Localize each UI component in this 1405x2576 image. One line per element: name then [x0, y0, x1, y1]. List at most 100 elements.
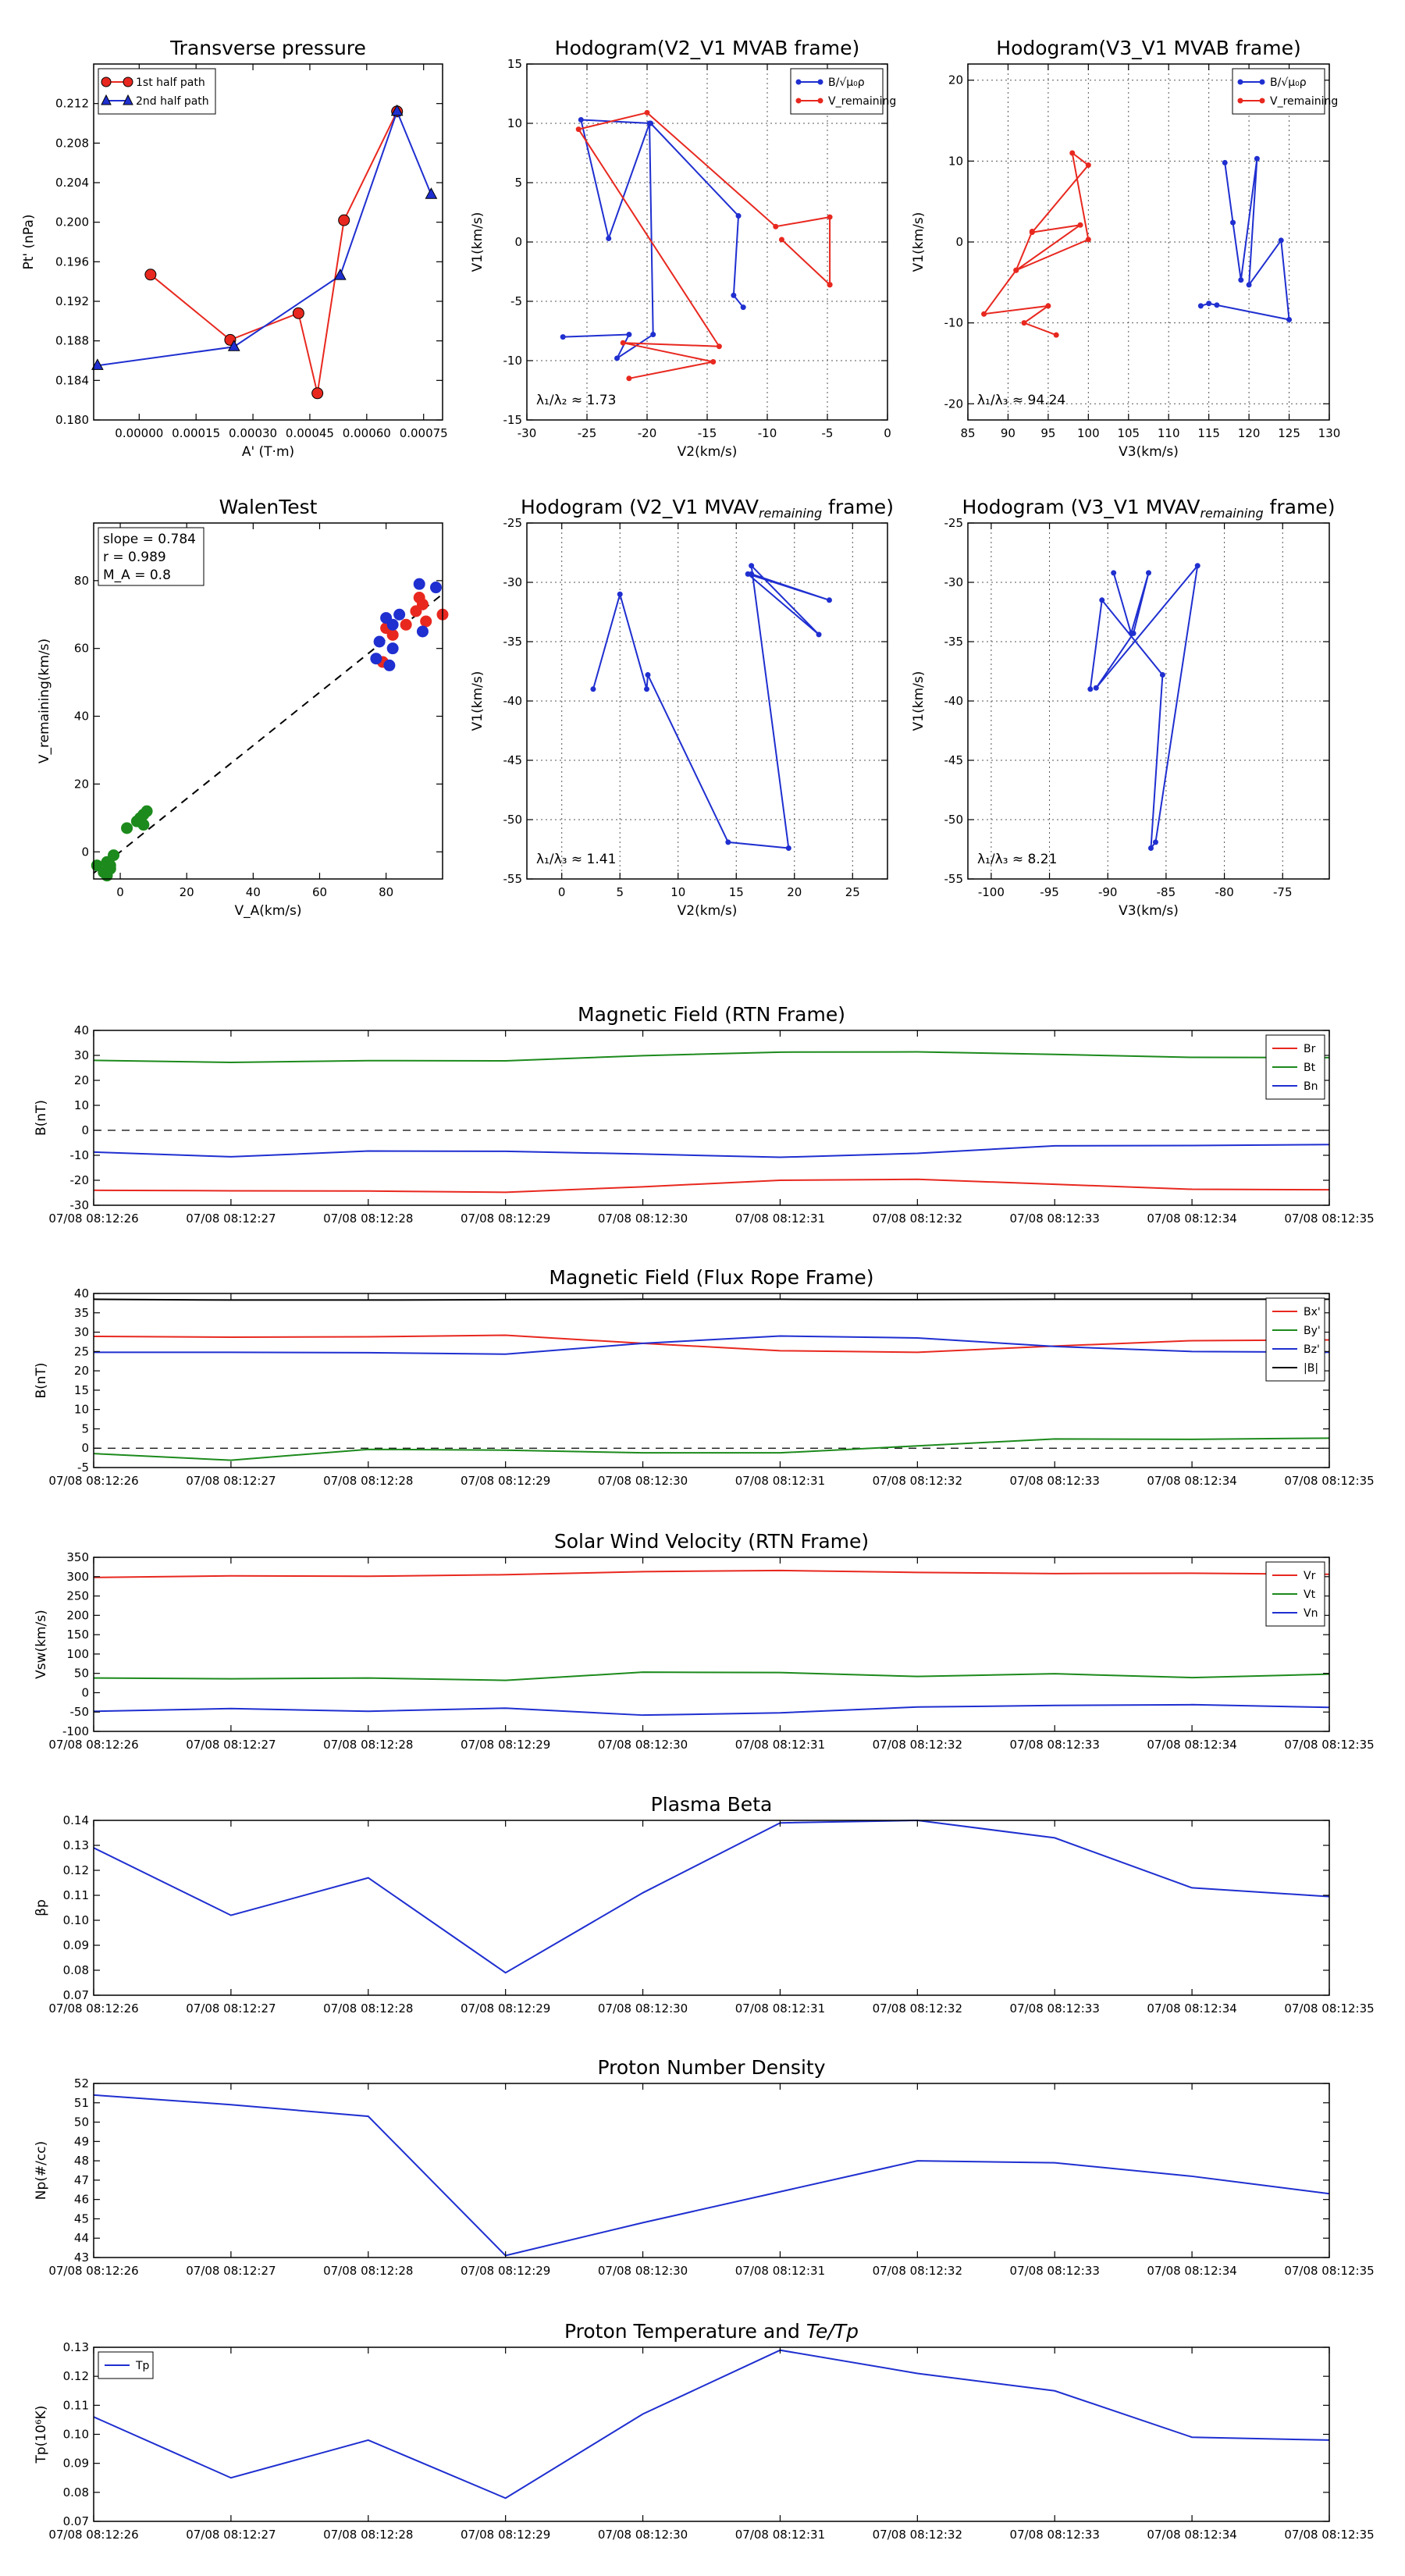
y-tick-label: 0	[955, 235, 963, 249]
y-tick-label: 0.204	[55, 176, 89, 190]
y-tick-label: 100	[66, 1647, 89, 1661]
x-tick-label: 07/08 08:12:34	[1147, 1738, 1236, 1752]
y-tick-label: 0.180	[55, 413, 89, 427]
chart-title: Solar Wind Velocity (RTN Frame)	[554, 1530, 869, 1553]
data-point	[338, 214, 350, 226]
data-point	[1029, 229, 1035, 235]
x-tick-label: 07/08 08:12:27	[186, 2264, 276, 2278]
stats-ma: M_A = 0.8	[103, 568, 171, 583]
title-subscript: remaining	[759, 506, 822, 521]
y-tick-label: 10	[507, 116, 522, 130]
y-tick-label: 10	[74, 1098, 89, 1112]
x-tick-label: 0	[884, 426, 891, 440]
legend-marker	[817, 98, 823, 104]
y-tick-label: 0.14	[63, 1813, 89, 1827]
y-tick-label: 0.188	[55, 334, 89, 348]
chart-title: WalenTest	[219, 496, 318, 518]
legend-label: Bt	[1304, 1062, 1316, 1074]
y-axis-label: V_remaining(km/s)	[37, 639, 52, 763]
chart-h4: -55 -50 -45 -40 -35 -30 -25 -100 -95 -90 -85 -80 -75…	[911, 496, 1335, 919]
x-tick-label: 07/08 08:12:35	[1284, 2264, 1374, 2278]
axes-frame	[93, 1030, 1330, 1206]
data-point	[121, 822, 133, 834]
data-point	[749, 571, 755, 577]
chart-title: Plasma Beta	[651, 1793, 773, 1816]
x-tick-label: 85	[960, 426, 975, 440]
axes-frame	[93, 63, 443, 421]
chart-b_fr: -5 0 5 10 15 20 25 30 35 40 07/08 08:12:26 07/08 08…	[34, 1266, 1375, 1488]
y-tick-label: 0.09	[63, 1938, 89, 1952]
x-tick-label: -75	[1273, 885, 1293, 899]
series-Vn-line	[93, 1703, 1330, 1717]
x-tick-label: -15	[698, 426, 717, 440]
y-tick-label: 46	[74, 2193, 89, 2207]
y-tick-label: 40	[74, 1286, 89, 1300]
legend-label: 2nd half path	[136, 95, 209, 108]
chart-h2: -20 -10 0 10 20 85 90 95 100 105 110 115 120 125 130 Ho…	[911, 37, 1340, 460]
x-tick-label: 90	[1001, 426, 1016, 440]
data-point	[1214, 302, 1220, 308]
series-B-line	[93, 1298, 1329, 1301]
legend-label: Bz'	[1304, 1343, 1320, 1356]
x-tick-label: 07/08 08:12:31	[735, 1738, 825, 1752]
data-point	[1286, 316, 1293, 322]
axes-frame	[93, 1820, 1330, 1996]
data-point	[373, 635, 386, 648]
axes-frame	[93, 1293, 1330, 1468]
y-tick-label: 0.11	[63, 2398, 89, 2412]
data-point	[1077, 222, 1083, 228]
title-subscript: remaining	[1200, 506, 1263, 521]
y-tick-label: 20	[74, 1073, 89, 1087]
data-point	[1152, 839, 1158, 845]
y-tick-label: 40	[74, 1023, 89, 1037]
x-tick-label: 07/08 08:12:28	[323, 1738, 413, 1752]
data-point	[644, 109, 650, 116]
series-B-line	[1089, 563, 1199, 851]
data-point	[413, 578, 425, 590]
x-tick-label: -20	[638, 426, 657, 440]
x-tick-label: 130	[1318, 426, 1341, 440]
x-tick-label: 15	[729, 885, 744, 899]
data-point	[716, 343, 722, 350]
legend-label: Bx'	[1304, 1306, 1321, 1318]
data-point	[370, 653, 382, 665]
y-tick-label: -5	[510, 294, 522, 308]
data-point	[400, 618, 412, 631]
legend-marker	[1259, 79, 1265, 85]
data-point	[1197, 303, 1204, 309]
data-point	[614, 355, 620, 361]
data-point	[620, 340, 626, 346]
y-tick-label: -20	[944, 397, 964, 411]
x-tick-label: 95	[1040, 426, 1055, 440]
y-tick-label: -15	[503, 413, 523, 427]
data-point	[590, 686, 596, 692]
legend-marker	[1259, 98, 1265, 104]
y-tick-label: -100	[62, 1724, 89, 1738]
x-axis-label: V2(km/s)	[678, 903, 738, 919]
data-point	[1013, 267, 1019, 273]
data-point	[816, 632, 822, 638]
x-tick-label: 20	[180, 885, 194, 899]
x-axis-label: V3(km/s)	[1119, 444, 1179, 460]
x-tick-label: 07/08 08:12:26	[48, 1212, 138, 1226]
chart-b_rtn: -30 -20 -10 0 10 20 30 40 07/08 08:12:26 07/08 08…	[34, 1003, 1375, 1226]
y-tick-label: 200	[66, 1608, 89, 1622]
legend-label: 1st half path	[136, 76, 205, 89]
y-tick-label: 50	[74, 2115, 89, 2129]
data-point	[1159, 672, 1165, 678]
x-tick-label: 07/08 08:12:30	[598, 1738, 688, 1752]
legend-label: |B|	[1304, 1362, 1318, 1375]
data-point	[227, 340, 240, 351]
legend-box	[790, 68, 884, 115]
series-1sthalfpath-line	[150, 111, 398, 394]
x-tick-label: 120	[1238, 426, 1261, 440]
data-point	[1146, 570, 1151, 576]
x-tick-label: 07/08 08:12:29	[461, 2001, 550, 2016]
x-tick-label: 07/08 08:12:33	[1010, 1212, 1100, 1226]
legend-label: Vr	[1304, 1570, 1316, 1582]
chart-walen: 0 20 40 60 80 0 20 40 60 80 WalenTest V_A(km/s) V_re…	[37, 496, 449, 919]
x-tick-label: 07/08 08:12:27	[186, 1738, 276, 1752]
data-point	[827, 214, 833, 220]
x-tick-label: 07/08 08:12:33	[1010, 1474, 1100, 1488]
x-tick-label: 07/08 08:12:35	[1284, 1212, 1374, 1226]
